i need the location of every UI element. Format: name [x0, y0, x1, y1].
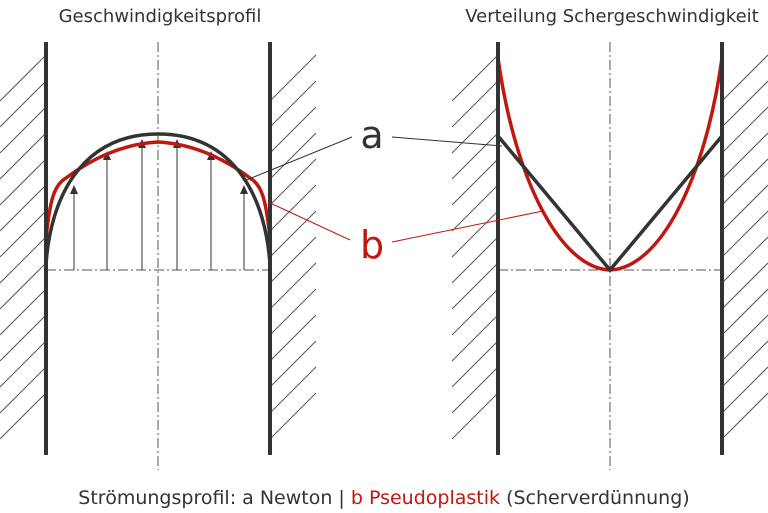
leader-b-right: [391, 210, 544, 243]
hatch-line: [721, 54, 768, 102]
newtonian-velocity-curve: [44, 132, 272, 266]
hatch-line: [269, 54, 317, 102]
hatch-line: [721, 132, 768, 180]
pseudoplastic-velocity-curve: [44, 140, 272, 239]
hatch-line: [0, 210, 47, 258]
hatch-line: [721, 392, 768, 440]
hatch-line: [269, 132, 317, 180]
hatch-line: [451, 340, 499, 388]
wall-hatching: [0, 54, 768, 440]
caption-shear-thinning: (Scherverdünnung): [500, 487, 690, 509]
hatch-line: [0, 366, 47, 414]
hatch-line: [269, 158, 317, 206]
hatch-line: [721, 106, 768, 154]
hatch-line: [721, 288, 768, 336]
hatch-line: [269, 106, 317, 154]
hatch-line: [269, 392, 317, 440]
hatch-line: [721, 340, 768, 388]
hatch-line: [451, 106, 499, 154]
hatch-line: [0, 106, 47, 154]
hatch-line: [451, 366, 499, 414]
hatch-line: [451, 80, 499, 128]
caption-pseudoplastic: b Pseudoplastik: [351, 487, 500, 509]
hatch-line: [721, 210, 768, 258]
hatch-line: [451, 54, 499, 102]
hatch-line: [269, 210, 317, 258]
hatch-line: [721, 80, 768, 128]
hatch-line: [451, 236, 499, 284]
hatch-line: [0, 314, 47, 362]
label-b: b: [360, 223, 384, 267]
newtonian-shear-curve: [496, 134, 724, 273]
hatch-line: [269, 80, 317, 128]
hatch-line: [0, 54, 47, 102]
hatch-line: [451, 392, 499, 440]
hatch-line: [0, 132, 47, 180]
hatch-line: [0, 262, 47, 310]
hatch-line: [0, 184, 47, 232]
caption-newton: Strömungsprofil: a Newton |: [78, 487, 351, 509]
hatch-line: [451, 314, 499, 362]
hatch-line: [451, 132, 499, 180]
hatch-line: [269, 288, 317, 336]
hatch-line: [721, 158, 768, 206]
hatch-line: [269, 236, 317, 284]
hatch-line: [451, 184, 499, 232]
hatch-line: [0, 158, 47, 206]
leader-b-left: [267, 201, 351, 241]
hatch-line: [721, 184, 768, 232]
hatch-line: [269, 184, 317, 232]
hatch-line: [0, 236, 47, 284]
hatch-line: [0, 80, 47, 128]
hatch-line: [269, 340, 317, 388]
leader-a-right: [391, 136, 503, 147]
hatch-line: [0, 340, 47, 388]
title-velocity-profile: Geschwindigkeitsprofil: [59, 6, 262, 27]
hatch-line: [0, 288, 47, 336]
hatch-line: [451, 158, 499, 206]
hatch-line: [269, 314, 317, 362]
hatch-line: [451, 210, 499, 258]
hatch-line: [721, 262, 768, 310]
hatch-line: [721, 236, 768, 284]
hatch-line: [451, 262, 499, 310]
leader-a-left: [243, 136, 353, 182]
velocity-arrows: [70, 139, 248, 270]
hatch-line: [721, 366, 768, 414]
caption: Strömungsprofil: a Newton | b Pseudoplas…: [78, 487, 689, 509]
hatch-line: [269, 366, 317, 414]
title-shear-rate-distribution: Verteilung Schergeschwindigkeit: [465, 6, 758, 27]
hatch-line: [269, 262, 317, 310]
label-a: a: [360, 113, 383, 157]
hatch-line: [0, 392, 47, 440]
hatch-line: [451, 288, 499, 336]
hatch-line: [721, 314, 768, 362]
